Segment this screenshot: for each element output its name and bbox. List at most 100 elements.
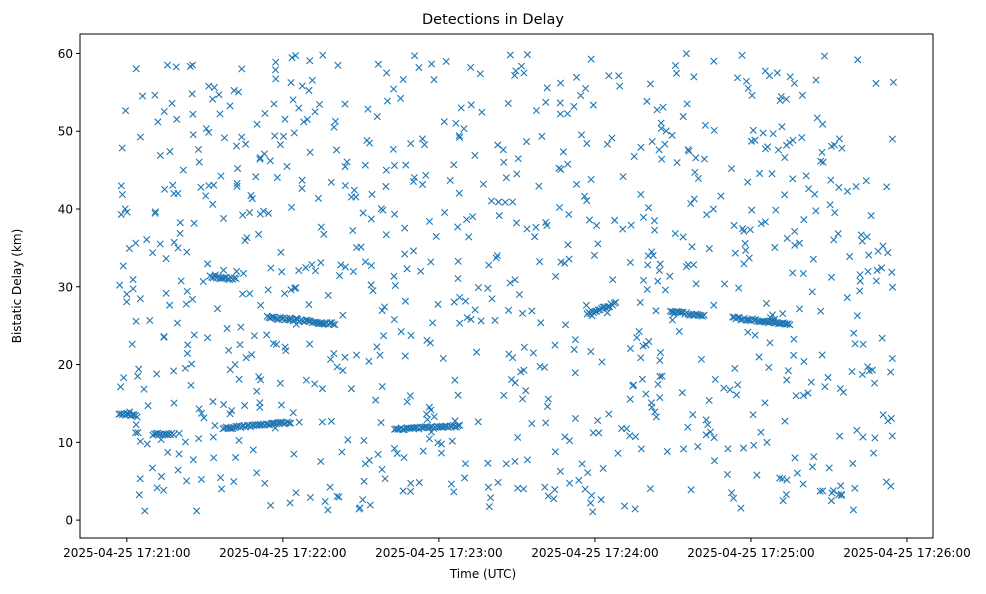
detection-marker bbox=[779, 497, 787, 505]
x-tick-label: 2025-04-25 17:25:00 bbox=[687, 546, 814, 560]
detection-marker bbox=[465, 233, 473, 241]
detection-marker bbox=[226, 366, 234, 374]
detection-marker bbox=[887, 368, 895, 376]
detection-marker bbox=[556, 110, 564, 118]
detection-marker bbox=[454, 223, 462, 231]
detection-marker bbox=[241, 401, 249, 410]
detection-marker bbox=[688, 243, 696, 251]
detection-marker bbox=[169, 181, 177, 189]
detection-marker bbox=[505, 350, 513, 358]
detection-marker bbox=[488, 295, 496, 303]
detection-marker bbox=[484, 483, 493, 491]
detection-marker bbox=[121, 205, 129, 213]
detection-marker bbox=[450, 161, 458, 169]
detection-marker bbox=[518, 395, 527, 403]
detection-marker bbox=[317, 223, 325, 231]
detection-marker bbox=[717, 192, 725, 200]
detection-marker bbox=[646, 80, 655, 88]
detection-marker bbox=[378, 382, 386, 391]
detection-marker bbox=[467, 315, 475, 323]
detection-marker bbox=[872, 277, 880, 285]
detection-marker bbox=[390, 315, 398, 324]
detection-marker bbox=[477, 317, 485, 325]
detection-marker bbox=[261, 479, 269, 487]
detection-marker bbox=[656, 260, 664, 268]
detection-marker bbox=[703, 211, 711, 219]
detection-marker bbox=[586, 499, 595, 507]
detection-marker bbox=[361, 258, 370, 266]
detection-marker bbox=[830, 236, 838, 244]
detection-marker bbox=[789, 269, 797, 277]
detection-marker bbox=[253, 120, 261, 128]
detection-marker bbox=[252, 173, 260, 181]
detection-marker bbox=[407, 479, 415, 487]
detection-marker bbox=[419, 447, 427, 455]
detection-marker bbox=[116, 281, 124, 289]
detection-marker bbox=[389, 145, 397, 153]
detection-marker bbox=[666, 272, 674, 280]
detection-marker bbox=[418, 135, 427, 143]
detection-marker bbox=[514, 484, 522, 492]
detection-marker bbox=[678, 389, 686, 397]
detection-marker bbox=[276, 141, 284, 149]
detection-marker bbox=[403, 265, 411, 273]
detection-marker bbox=[234, 88, 243, 96]
detection-marker bbox=[153, 370, 161, 378]
detection-marker bbox=[166, 301, 174, 309]
detection-marker bbox=[361, 161, 369, 169]
detection-marker bbox=[504, 306, 513, 314]
detection-marker bbox=[575, 476, 583, 484]
detection-marker bbox=[791, 454, 799, 462]
detection-marker bbox=[768, 170, 776, 178]
detection-marker bbox=[626, 258, 634, 266]
detection-marker bbox=[639, 213, 648, 221]
detection-marker bbox=[810, 453, 818, 461]
detection-marker bbox=[631, 433, 640, 441]
detection-marker bbox=[744, 178, 752, 186]
detection-marker bbox=[817, 157, 825, 165]
detection-marker bbox=[242, 354, 250, 362]
detection-marker bbox=[478, 108, 486, 116]
detection-marker bbox=[246, 289, 254, 298]
detection-marker bbox=[390, 272, 398, 280]
detection-marker bbox=[306, 493, 314, 501]
detection-marker bbox=[808, 463, 817, 471]
detection-marker bbox=[570, 345, 578, 354]
detection-marker bbox=[734, 314, 742, 322]
detection-marker bbox=[598, 358, 606, 366]
detection-marker bbox=[157, 472, 166, 481]
detection-marker bbox=[594, 240, 602, 248]
detection-marker bbox=[256, 403, 264, 412]
detection-marker bbox=[401, 250, 409, 258]
detection-marker bbox=[538, 132, 546, 140]
detection-marker bbox=[821, 383, 829, 391]
detection-marker bbox=[205, 82, 213, 90]
detection-marker bbox=[186, 62, 194, 70]
detection-marker bbox=[782, 490, 790, 499]
detection-marker bbox=[786, 321, 794, 329]
detection-marker bbox=[772, 206, 780, 214]
detection-marker bbox=[627, 221, 635, 229]
detection-marker bbox=[709, 205, 717, 213]
detection-marker bbox=[447, 480, 455, 488]
detection-marker bbox=[668, 316, 677, 324]
detection-marker bbox=[532, 223, 540, 231]
detection-marker bbox=[541, 483, 549, 491]
detection-marker bbox=[461, 297, 470, 305]
detection-marker bbox=[341, 263, 350, 271]
detection-marker bbox=[872, 79, 880, 87]
detection-marker bbox=[427, 60, 436, 68]
detection-marker bbox=[710, 126, 718, 135]
detection-marker bbox=[213, 305, 222, 313]
detection-marker bbox=[397, 328, 405, 336]
detection-marker bbox=[798, 133, 806, 142]
detection-marker bbox=[637, 143, 645, 151]
detection-marker bbox=[661, 286, 669, 294]
detection-marker bbox=[278, 268, 286, 276]
detection-marker bbox=[851, 340, 859, 348]
detection-marker bbox=[332, 146, 341, 154]
detection-marker bbox=[399, 75, 407, 84]
detection-marker bbox=[856, 287, 864, 295]
detection-marker bbox=[156, 240, 164, 248]
detection-marker bbox=[512, 219, 521, 227]
